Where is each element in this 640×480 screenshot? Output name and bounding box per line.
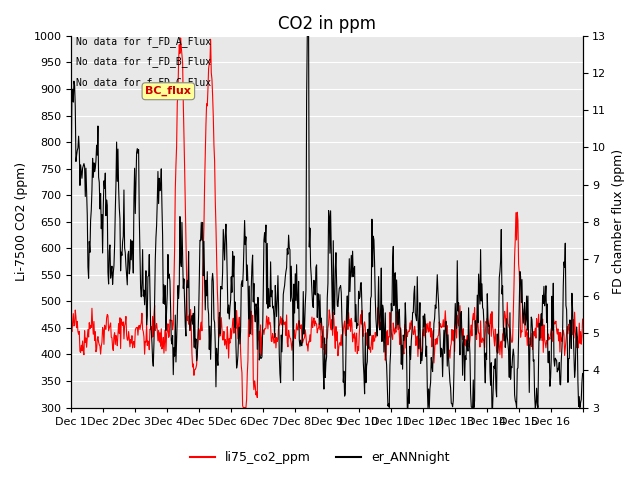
- er_ANNnight: [380, 349, 388, 355]
- Line: er_ANNnight: er_ANNnight: [71, 36, 582, 408]
- li75_co2_ppm: [67, 326, 75, 332]
- Text: No data for f_FD_B_Flux: No data for f_FD_B_Flux: [76, 56, 211, 67]
- Line: li75_co2_ppm: li75_co2_ppm: [71, 38, 582, 408]
- li75_co2_ppm: [381, 339, 388, 345]
- Y-axis label: FD chamber flux (ppm): FD chamber flux (ppm): [612, 149, 625, 294]
- li75_co2_ppm: [127, 340, 135, 346]
- er_ANNnight: [266, 304, 274, 310]
- li75_co2_ppm: [268, 338, 275, 344]
- er_ANNnight: [221, 233, 229, 239]
- er_ANNnight: [410, 310, 417, 315]
- Text: No data for f_FD_C_Flux: No data for f_FD_C_Flux: [76, 77, 211, 88]
- er_ANNnight: [403, 405, 411, 410]
- er_ANNnight: [247, 326, 255, 332]
- Y-axis label: Li-7500 CO2 (ppm): Li-7500 CO2 (ppm): [15, 162, 28, 281]
- li75_co2_ppm: [248, 332, 256, 337]
- er_ANNnight: [579, 371, 586, 376]
- Text: No data for f_FD_A_Flux: No data for f_FD_A_Flux: [76, 36, 211, 47]
- Title: CO2 in ppm: CO2 in ppm: [278, 15, 376, 33]
- Text: BC_flux: BC_flux: [145, 86, 191, 96]
- li75_co2_ppm: [410, 332, 417, 337]
- li75_co2_ppm: [222, 339, 230, 345]
- er_ANNnight: [303, 33, 311, 39]
- er_ANNnight: [67, 161, 75, 167]
- li75_co2_ppm: [177, 35, 184, 41]
- li75_co2_ppm: [239, 405, 247, 410]
- Legend: li75_co2_ppm, er_ANNnight: li75_co2_ppm, er_ANNnight: [186, 446, 454, 469]
- li75_co2_ppm: [579, 316, 586, 322]
- er_ANNnight: [127, 257, 135, 263]
